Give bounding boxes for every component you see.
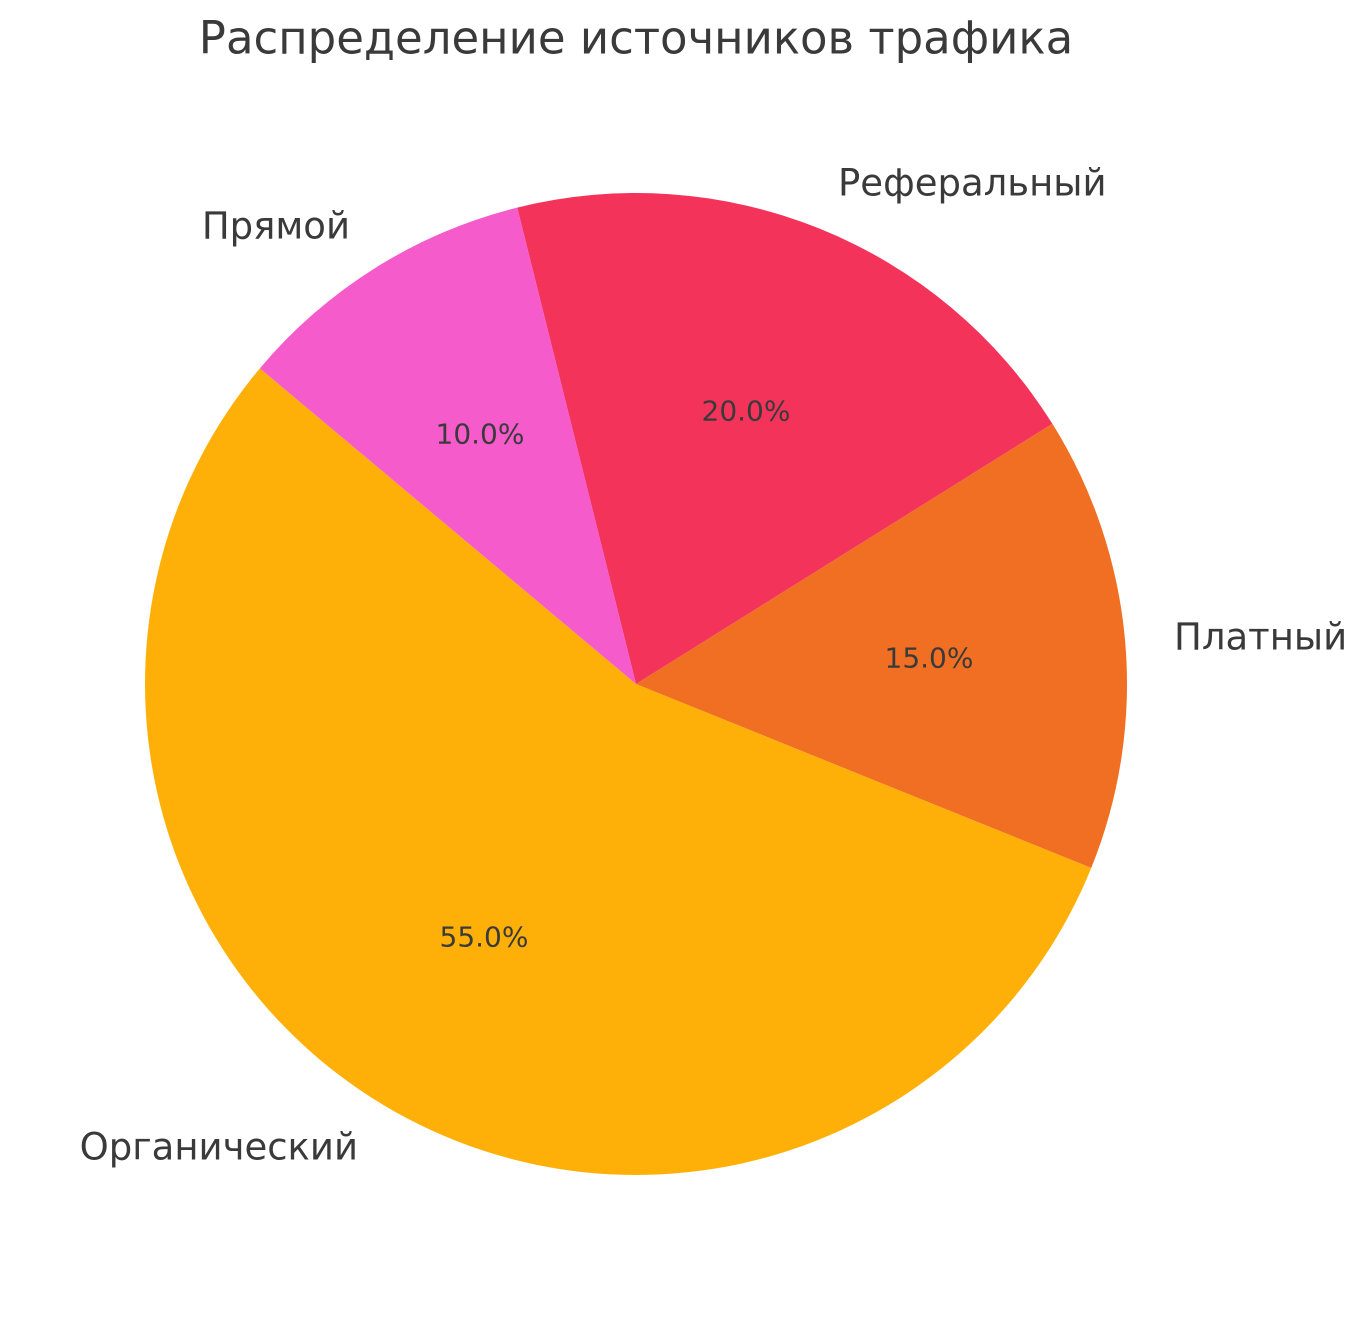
pie-slice-1 — [145, 368, 1092, 1175]
pie-slice-4 — [259, 207, 636, 684]
pie-slice-3 — [517, 192, 1053, 684]
chart-title: Распределение источников трафика — [198, 11, 1074, 65]
slice-pct-label: 10.0% — [435, 417, 525, 451]
pie-slice-2 — [636, 423, 1128, 868]
slice-pct-label: 20.0% — [701, 394, 791, 428]
slice-pct-label: 15.0% — [884, 641, 974, 675]
slice-label: Органический — [79, 1125, 358, 1169]
slice-label: Платный — [1174, 615, 1348, 659]
slice-pct-label: 55.0% — [439, 920, 529, 954]
slice-label: Прямой — [201, 204, 350, 248]
slice-label: Реферальный — [838, 161, 1107, 205]
